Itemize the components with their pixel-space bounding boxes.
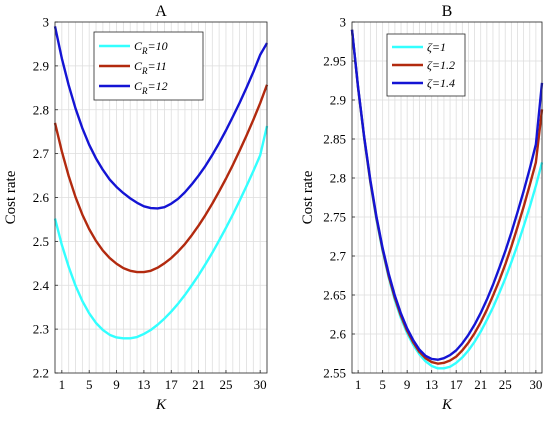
x-tick-label: 30: [529, 377, 542, 392]
y-tick-label: 3: [340, 15, 347, 30]
y-tick-label: 2.65: [323, 288, 346, 303]
panel-a: 1 5 9 13 17 21 25 30 2.2 2.3 2.4 2.5 2.6 2.7 2.8 2.9 3 A K…: [3, 3, 269, 413]
x-tick-label: 9: [113, 377, 120, 392]
y-tick-label: 2.7: [33, 146, 50, 161]
y-tick-label: 2.9: [330, 93, 346, 108]
chart-title: B: [442, 3, 453, 20]
x-tick-label: 1: [355, 377, 362, 392]
series-line: [53, 84, 269, 274]
series-line: [53, 26, 269, 210]
y-tick-label: 2.8: [33, 102, 49, 117]
legend-entry: ζ=1.4: [427, 76, 455, 90]
chart-title: A: [155, 3, 167, 20]
x-tick-label: 1: [59, 377, 66, 392]
y-tick-label: 2.6: [33, 190, 50, 205]
legend: ζ=1 ζ=1.2 ζ=1.4: [386, 33, 466, 97]
legend-entry: CR=11: [134, 59, 167, 76]
y-axis-label: Cost rate: [3, 170, 19, 224]
y-tick-label: 2.5: [33, 234, 49, 249]
x-tick-label: 21: [474, 377, 487, 392]
y-tick-label: 2.7: [330, 249, 347, 264]
y-tick-label: 2.8: [330, 171, 346, 186]
y-tick-label: 2.2: [33, 366, 49, 381]
series-line: [53, 125, 269, 340]
legend-entry: ζ=1: [427, 40, 446, 54]
x-tick-label: 30: [254, 377, 267, 392]
y-tick-label: 2.85: [323, 132, 346, 147]
x-tick-label: 17: [165, 377, 179, 392]
y-tick-label: 2.6: [330, 327, 347, 342]
x-tick-label: 5: [86, 377, 93, 392]
legend: CR=10 CR=11 CR=12: [93, 31, 204, 101]
x-tick-label: 13: [137, 377, 150, 392]
x-tick-label: 9: [404, 377, 411, 392]
x-tick-label: 25: [499, 377, 512, 392]
x-tick-label: 17: [450, 377, 464, 392]
y-tick-label: 2.75: [323, 210, 346, 225]
y-axis-label: Cost rate: [300, 170, 316, 224]
x-tick-label: 5: [379, 377, 386, 392]
y-tick-label: 3: [43, 15, 50, 30]
y-tick-label: 2.4: [33, 278, 50, 293]
y-tick-label: 2.9: [33, 58, 49, 73]
x-tick-label: 13: [425, 377, 438, 392]
legend-entry: CR=12: [134, 79, 168, 96]
series-line: [350, 29, 544, 361]
panel-b: 1 5 9 13 17 21 25 30 2.55 2.6 2.65 2.7 2.75 2.8 2.85 2.…: [300, 3, 544, 413]
y-tick-label: 2.95: [323, 54, 346, 69]
legend-entry: CR=10: [134, 39, 168, 56]
y-tick-label: 2.3: [33, 322, 49, 337]
axes-box: [351, 21, 543, 374]
legend-entry: ζ=1.2: [427, 58, 455, 72]
y-tick-label: 2.55: [323, 366, 346, 381]
x-axis-label: K: [441, 397, 453, 413]
x-tick-label: 25: [219, 377, 232, 392]
x-axis-label: K: [155, 397, 167, 413]
x-tick-label: 21: [192, 377, 205, 392]
